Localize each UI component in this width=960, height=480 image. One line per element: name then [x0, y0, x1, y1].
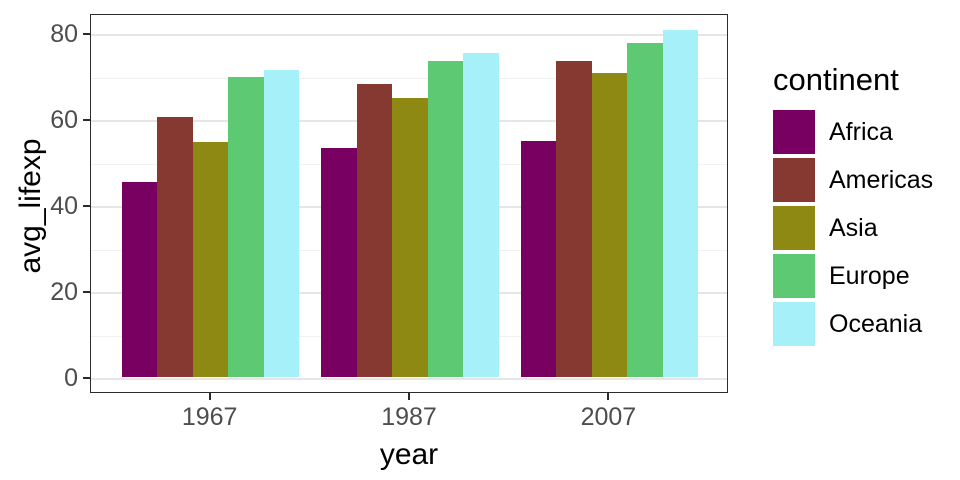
legend-items: Africa Americas Asia Europe Oceania: [773, 110, 933, 346]
plot-panel: [90, 14, 728, 393]
y-tick-label-60: 60: [50, 105, 78, 134]
legend-swatch-europe: [773, 254, 815, 298]
legend-item-africa: Africa: [773, 110, 933, 154]
bar-americas-2007: [556, 60, 592, 377]
bar-africa-1987: [321, 147, 357, 377]
grid-minor-line-70: [91, 77, 727, 79]
y-tick-label-80: 80: [50, 19, 78, 48]
bar-africa-1967: [121, 182, 158, 377]
x-tick-label-2007: 2007: [580, 403, 637, 431]
x-tick-mark-1967: [208, 393, 211, 400]
y-tick-label-40: 40: [50, 191, 78, 220]
legend: continent Africa Americas Asia Europe Oceani…: [773, 62, 933, 350]
legend-swatch-asia: [773, 206, 815, 250]
y-tick-label-0: 0: [64, 363, 78, 392]
legend-item-oceania: Oceania: [773, 302, 933, 346]
bar-asia-1967: [192, 141, 229, 377]
bar-asia-1987: [392, 97, 428, 377]
x-axis-title: year: [379, 438, 439, 471]
bar-africa-2007: [520, 141, 557, 377]
x-tick-label-1967: 1967: [181, 403, 238, 431]
legend-item-asia: Asia: [773, 206, 933, 250]
bar-americas-1987: [356, 84, 393, 377]
y-tick-mark-20: [83, 291, 90, 293]
bar-europe-1967: [228, 77, 264, 377]
legend-title: continent: [773, 62, 899, 97]
legend-item-americas: Americas: [773, 158, 933, 202]
legend-label-oceania: Oceania: [829, 309, 923, 338]
x-tick-label-1987: 1987: [381, 403, 437, 431]
y-tick-mark-80: [83, 33, 90, 35]
legend-swatch-africa: [773, 110, 815, 154]
y-tick-mark-0: [83, 377, 90, 379]
y-tick-mark-40: [83, 205, 90, 207]
grid-major-line-80: [91, 34, 727, 36]
legend-label-americas: Americas: [829, 165, 934, 194]
grid-major-line-0: [91, 378, 727, 380]
legend-item-europe: Europe: [773, 254, 933, 298]
legend-label-europe: Europe: [829, 261, 910, 290]
y-tick-label-20: 20: [50, 277, 78, 306]
legend-swatch-oceania: [773, 302, 815, 346]
legend-label-asia: Asia: [829, 213, 878, 242]
x-tick-mark-2007: [607, 393, 610, 400]
legend-swatch-americas: [773, 158, 815, 202]
y-tick-mark-60: [83, 119, 90, 121]
bar-americas-1967: [157, 117, 193, 377]
bar-europe-2007: [627, 43, 663, 377]
bar-oceania-1987: [463, 53, 499, 377]
bar-oceania-2007: [662, 30, 699, 377]
x-tick-mark-1987: [408, 393, 410, 400]
legend-label-africa: Africa: [829, 117, 893, 146]
bar-asia-2007: [591, 73, 628, 377]
bar-europe-1987: [427, 60, 464, 377]
bar-oceania-1967: [263, 70, 300, 377]
